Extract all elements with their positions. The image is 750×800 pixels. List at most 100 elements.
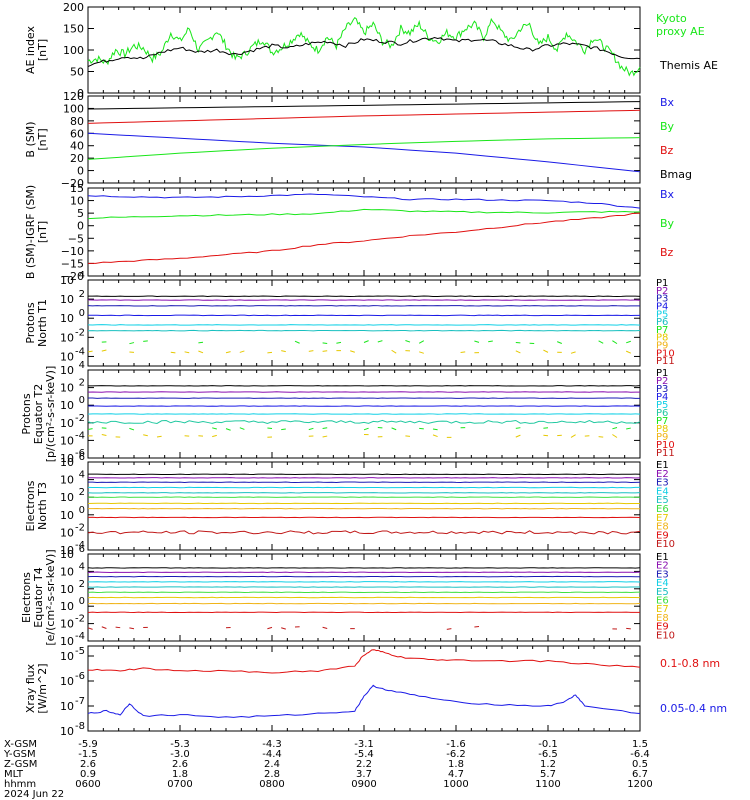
ephemeris-value: 2.2 [356, 759, 372, 770]
ephemeris-value: -5.3 [170, 739, 190, 750]
series-P7-segment [225, 428, 231, 431]
y-tick-label: 0 [77, 165, 84, 178]
legend-P6: P6 [656, 317, 668, 328]
y-tick-label: 10 [60, 583, 74, 596]
y-axis-title: [p/(cm²-s-sr-keV)] [44, 366, 57, 463]
legend-P4: P4 [656, 301, 668, 312]
ephemeris-value: 4.7 [448, 769, 464, 780]
series-P7-segment [418, 340, 425, 344]
series-line [87, 109, 641, 124]
series-P7-segment [515, 427, 521, 429]
ephemeris-row-label: hhmm [4, 779, 36, 790]
y-axis-title: Electrons [24, 480, 37, 531]
y-tick-label: 20 [70, 152, 84, 165]
ephemeris-value: -4.4 [262, 749, 282, 760]
ephemeris-value: 2.4 [264, 759, 280, 770]
series-E10-segment [129, 627, 135, 630]
y-tick-exponent: -7 [75, 696, 85, 707]
series-P8-segment [419, 351, 424, 354]
legend-E6: E6 [656, 504, 669, 515]
legend-P10: P10 [656, 440, 675, 451]
legend-P1: P1 [656, 278, 668, 289]
legend-E10: E10 [656, 630, 675, 641]
legend-P10: P10 [656, 348, 675, 359]
series-P8-segment [543, 349, 549, 353]
series-line [87, 132, 641, 173]
y-tick-label: 10 [60, 491, 74, 504]
series-E10-segment [322, 626, 328, 630]
series-P8-segment [460, 351, 466, 354]
y-axis-title: B (SM)-IGRF (SM) [24, 185, 37, 279]
y-tick-label: 80 [70, 115, 84, 128]
ephemeris-row-label: Z-GSM [4, 759, 37, 770]
y-tick-exponent: 0 [79, 596, 85, 607]
y-tick-label: 10 [60, 700, 74, 713]
y-axis-title: [e/(cm²-s-sr-keV)] [44, 549, 57, 645]
y-tick-exponent: -6 [75, 671, 85, 682]
series-P7-segment [294, 340, 300, 344]
y-axis-title: [nT] [36, 221, 49, 243]
series-P7-segment [391, 427, 397, 431]
y-tick-label: 10 [60, 675, 74, 688]
series-P7-segment [308, 427, 314, 431]
legend-E8: E8 [656, 613, 669, 624]
legend-kyoto: Kyoto [656, 12, 687, 25]
y-axis-title: North T3 [36, 482, 49, 530]
series-line [87, 208, 641, 220]
y-axis-title: AE index [24, 25, 37, 74]
y-tick-exponent: -4 [75, 430, 85, 441]
legend-E7: E7 [656, 604, 669, 615]
series-P7-segment [612, 427, 618, 430]
series-P8-segment [570, 434, 576, 438]
legend-E10: E10 [656, 539, 675, 550]
ephemeris-value: -6.2 [446, 749, 466, 760]
series-line [87, 16, 641, 77]
series-line [87, 212, 641, 264]
legend-E4: E4 [656, 486, 669, 497]
series-P7-segment [212, 427, 217, 430]
y-tick-label: 10 [60, 382, 74, 395]
ephemeris-value: -6.4 [630, 749, 650, 760]
series-E10-segment [101, 626, 107, 629]
y-tick-label: 10 [60, 544, 74, 557]
y-tick-exponent: 6 [79, 452, 85, 463]
series-P7-segment [87, 428, 93, 430]
y-tick-label: 150 [63, 23, 84, 36]
y-tick-label: −15 [61, 257, 84, 270]
series-P7-segment [419, 427, 424, 430]
ephemeris-value: -5.4 [354, 749, 374, 760]
y-tick-label: 10 [60, 293, 74, 306]
y-axis-title: Electrons [20, 572, 33, 623]
y-axis-title: [nT] [36, 39, 49, 61]
series-P7-segment [129, 427, 135, 431]
ephemeris-value: -3.1 [354, 739, 374, 750]
legend-E3: E3 [656, 478, 669, 489]
y-tick-exponent: -2 [75, 614, 85, 625]
series-P7-segment [626, 427, 631, 430]
legend-kyoto: proxy AE [656, 25, 705, 38]
y-tick-label: 100 [63, 44, 84, 57]
y-tick-label: 10 [60, 417, 74, 430]
y-tick-label: 10 [60, 548, 74, 561]
series-E10-segment [281, 627, 286, 630]
series-P7-segment [198, 341, 204, 344]
series-P8-segment [570, 351, 576, 354]
ephemeris-value: 0600 [75, 779, 100, 790]
y-tick-label: 40 [70, 140, 84, 153]
y-axis-title: [W/m^2] [36, 663, 49, 713]
y-tick-label: 10 [60, 331, 74, 344]
y-tick-label: 15 [70, 182, 84, 195]
series-P7-segment [239, 427, 245, 430]
legend-P8: P8 [656, 333, 668, 344]
ephemeris-value: 2.6 [172, 759, 188, 770]
series-P7-segment [626, 340, 631, 344]
ephemeris-value: 1100 [535, 779, 560, 790]
series-P7-segment [612, 340, 618, 345]
legend-E8: E8 [656, 522, 669, 533]
series-P7-segment [598, 340, 604, 344]
